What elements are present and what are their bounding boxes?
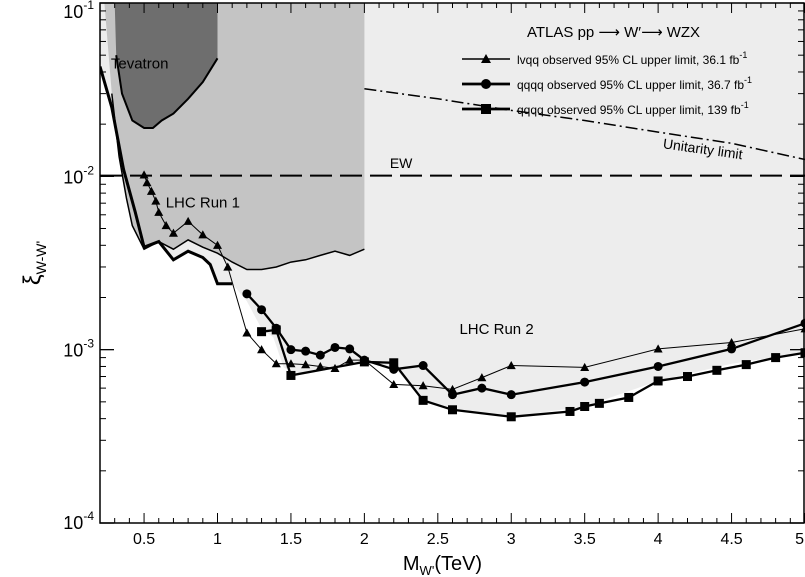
point-square [594, 398, 604, 408]
y-tick-label: 10-2 [63, 163, 94, 187]
point-triangle [223, 262, 233, 271]
point-triangle [139, 170, 149, 179]
point-circle [257, 305, 267, 315]
point-circle [242, 289, 252, 299]
point-square [653, 376, 663, 386]
point-triangle [271, 359, 281, 368]
exclusion-regions [100, 3, 805, 417]
point-square [800, 348, 805, 358]
legend-label: qqqq observed 95% CL upper limit, 139 fb… [517, 100, 749, 117]
region-tevatron [114, 3, 218, 128]
x-tick-label: 2 [360, 531, 369, 548]
point-triangle [653, 344, 663, 353]
x-tick-label: 1.5 [280, 531, 302, 548]
combined-limit-line [100, 66, 233, 286]
point-triangle [727, 337, 737, 347]
series-line-square [261, 328, 805, 418]
legend-label: qqqq observed 95% CL upper limit, 36.7 f… [517, 75, 752, 92]
label-lhc-run-1: LHC Run 1 [166, 195, 240, 212]
point-square [624, 392, 634, 402]
legend-header: ATLAS pp ⟶ W′⟶ WZX [527, 24, 700, 41]
point-square [712, 365, 722, 375]
point-square [257, 327, 267, 337]
legend-label: lvqq observed 95% CL upper limit, 36.1 f… [517, 50, 747, 67]
point-circle [418, 361, 428, 371]
point-circle [477, 383, 487, 393]
y-tick-label: 10-1 [63, 0, 94, 22]
label-ew: EW [390, 155, 413, 171]
region-edge-tevatron [115, 55, 219, 129]
region-edge-lhc-run-1 [111, 93, 365, 271]
point-triangle [142, 178, 152, 187]
x-tick-label: 1 [213, 531, 222, 548]
label-lhc-run-2: LHC Run 2 [459, 321, 533, 338]
point-circle [506, 390, 516, 400]
point-triangle [477, 373, 487, 382]
point-circle [580, 377, 590, 387]
point-square [271, 325, 281, 335]
point-triangle [315, 361, 325, 371]
point-triangle [168, 228, 178, 237]
point-circle [653, 361, 663, 371]
axes: 0.5 1 1.5 2 2.5 3 3.5 4 4.5 5 10-4 10-3 10-2 10-1 MW'(… [19, 0, 805, 577]
point-circle [345, 344, 355, 354]
point-square [506, 412, 516, 422]
y-tick-label: 10-3 [63, 337, 94, 361]
point-square [580, 402, 590, 412]
point-triangle [161, 221, 171, 230]
point-square [771, 353, 781, 363]
point-triangle [286, 359, 296, 368]
point-square [741, 360, 751, 370]
point-circle [448, 390, 457, 400]
x-tick-label: 4.5 [720, 531, 742, 548]
point-triangle [301, 360, 311, 369]
point-triangle [580, 362, 590, 372]
point-triangle [154, 207, 164, 216]
point-circle [727, 344, 737, 354]
point-square [683, 372, 692, 382]
point-square [389, 358, 399, 368]
x-tick-label: 3.5 [574, 531, 596, 548]
limit-markers [139, 170, 805, 422]
x-tick-label: 3 [507, 531, 516, 548]
point-triangle [242, 328, 252, 337]
legend-marker-triangle [481, 54, 491, 63]
point-circle [301, 346, 311, 356]
point-triangle [183, 216, 193, 225]
point-circle [330, 342, 340, 352]
point-triangle [418, 381, 428, 390]
point-square [448, 405, 457, 415]
point-square [565, 406, 575, 416]
point-square [286, 370, 296, 380]
label-tevatron: Tevatron [111, 55, 169, 72]
point-triangle [345, 355, 355, 364]
y-axis-title: ξW-W' [19, 241, 49, 285]
point-square [359, 357, 369, 367]
legend: ATLAS pp ⟶ W′⟶ WZX lvqq observed 95% CL u… [462, 24, 752, 117]
legend-marker-square [481, 104, 491, 114]
point-triangle [506, 361, 516, 370]
point-triangle [198, 230, 208, 239]
line-unitarity-limit [364, 88, 805, 161]
legend-marker-circle [481, 79, 491, 89]
point-circle [315, 350, 325, 360]
point-triangle [257, 345, 267, 354]
y-tick-label: 10-4 [63, 509, 94, 533]
x-tick-label: 5 [795, 531, 804, 548]
point-triangle [213, 240, 222, 249]
point-triangle [330, 363, 340, 372]
reference-lines [100, 88, 805, 177]
point-square [418, 395, 428, 405]
point-triangle [151, 196, 161, 205]
point-triangle [146, 186, 156, 195]
x-axis-title: MW'(TeV) [403, 553, 482, 577]
x-tick-label: 4 [654, 531, 663, 548]
point-circle [286, 345, 296, 355]
x-tick-label: 0.5 [133, 531, 155, 548]
x-tick-label: 2.5 [427, 531, 449, 548]
point-triangle [389, 379, 399, 389]
